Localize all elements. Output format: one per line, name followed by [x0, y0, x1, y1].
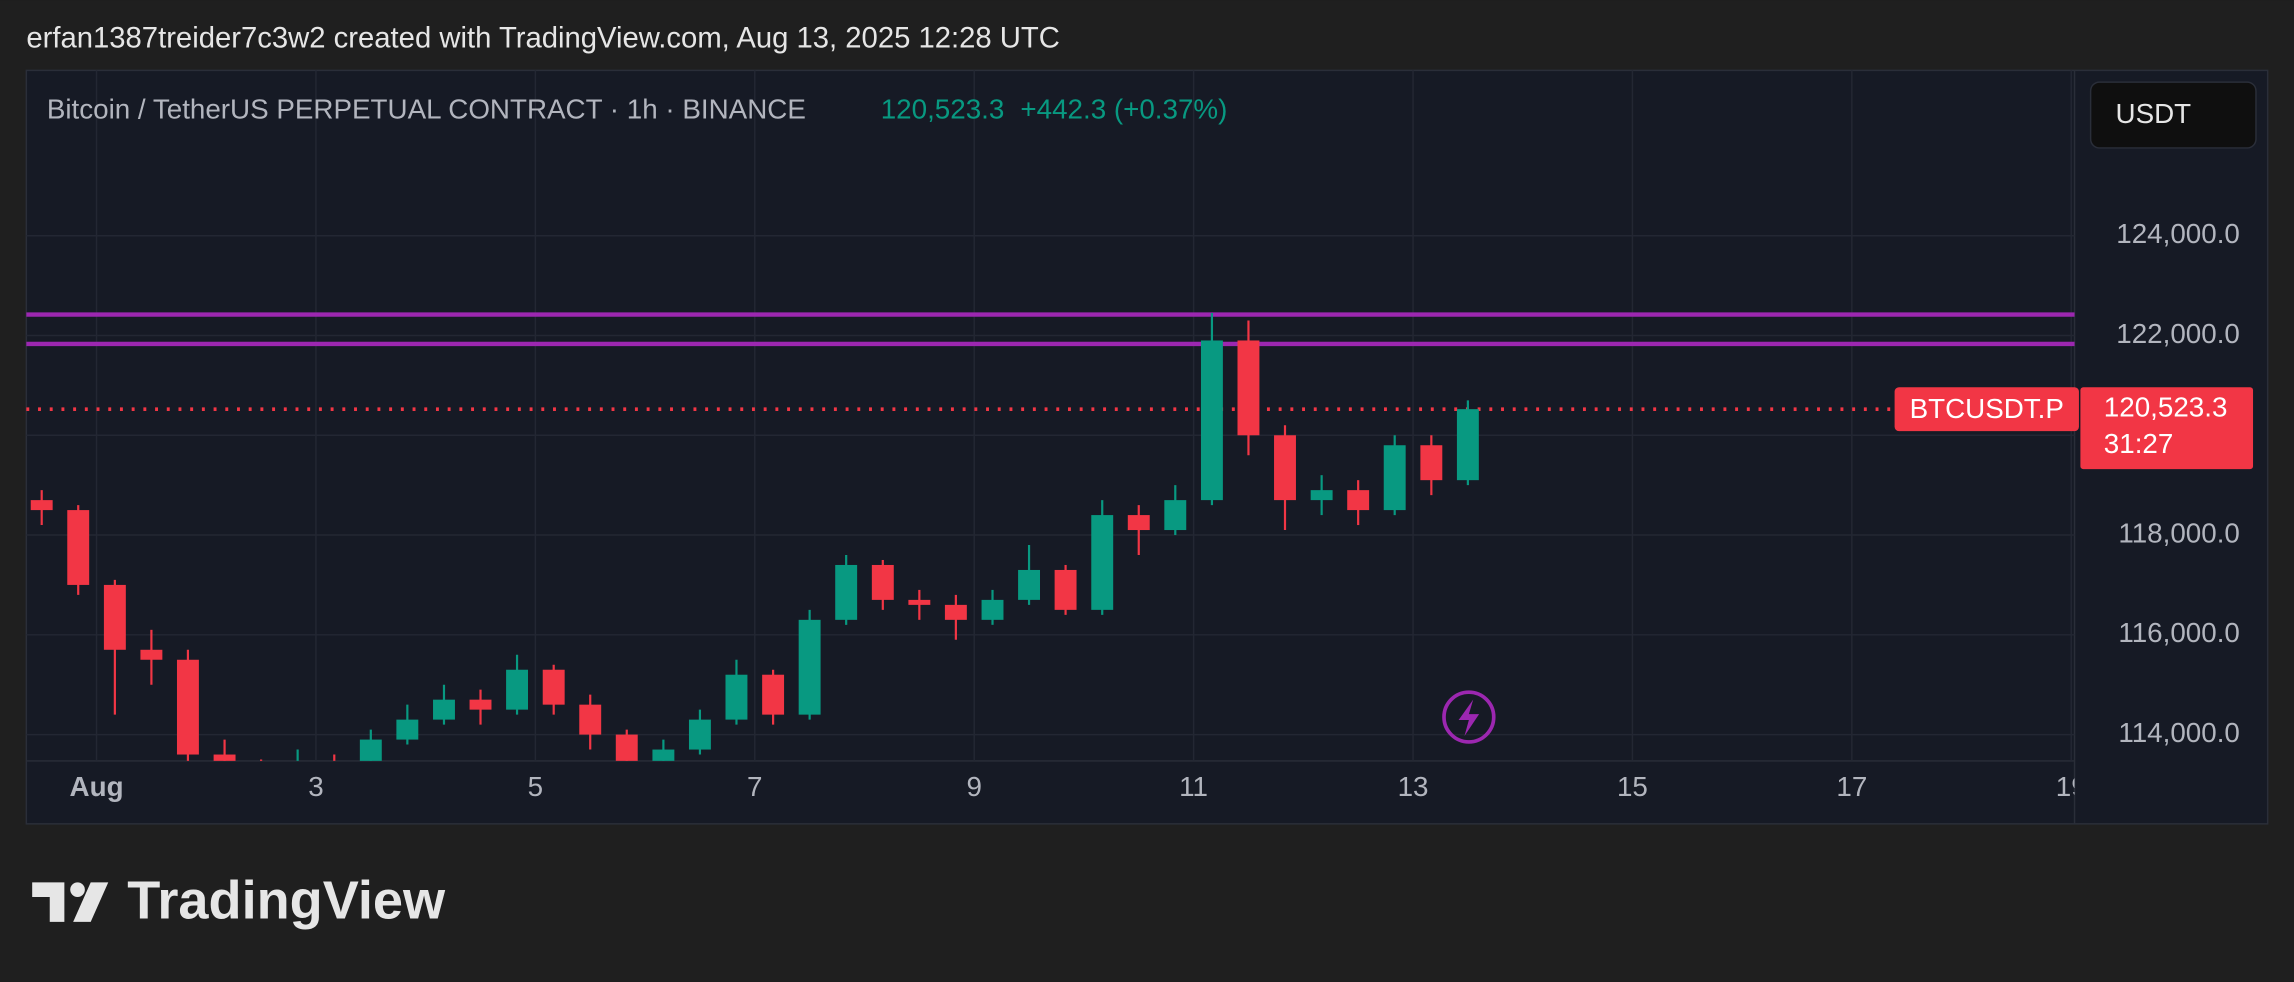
- symbol-tag-label: BTCUSDT.P: [1910, 393, 2064, 424]
- x-tick-label: 9: [966, 771, 981, 802]
- header-text: erfan1387treider7c3w2 created with Tradi…: [26, 22, 1060, 54]
- candle-body: [469, 699, 492, 710]
- x-tick-label: 13: [1398, 771, 1429, 802]
- candle-body: [359, 739, 382, 761]
- candle-body: [1164, 500, 1187, 531]
- candle-body: [103, 584, 126, 650]
- logo-mark: [32, 882, 65, 922]
- logo-slash: [73, 882, 109, 922]
- candle-body: [615, 734, 638, 761]
- candle-body: [1127, 515, 1150, 531]
- levels: [26, 312, 2075, 411]
- candle-body: [1237, 340, 1260, 436]
- y-tick-label: 124,000.0: [2116, 218, 2240, 249]
- symbol-tag: [1894, 387, 2079, 432]
- x-tick-label: 19: [2056, 771, 2087, 802]
- candle-body: [1091, 515, 1114, 610]
- candle-body: [1456, 409, 1479, 481]
- chart-pane: [25, 69, 2269, 825]
- candle-body: [433, 699, 455, 720]
- candles: [30, 313, 1479, 761]
- candle-body: [688, 719, 711, 750]
- candle-body: [1420, 445, 1443, 481]
- candle-body: [1200, 340, 1223, 501]
- candle-body: [30, 500, 53, 511]
- currency-button[interactable]: [2089, 81, 2257, 149]
- axes: 114,000.0116,000.0118,000.0120,000.0122,…: [70, 218, 2254, 802]
- candle-body: [1274, 435, 1296, 501]
- y-tick-label: 116,000.0: [2118, 617, 2240, 648]
- candle-body: [835, 564, 858, 620]
- logo-text: TradingView: [127, 871, 446, 931]
- candle-body: [725, 674, 748, 720]
- x-tick-label: 5: [528, 771, 543, 802]
- candle-body: [944, 604, 967, 620]
- y-tick-label: 122,000.0: [2116, 318, 2240, 349]
- candle-body: [213, 754, 236, 761]
- x-tick-label: 15: [1617, 771, 1648, 802]
- y-tick-label: 114,000.0: [2118, 717, 2240, 748]
- candle-body: [1018, 569, 1041, 600]
- x-tick-label: 3: [308, 771, 323, 802]
- logo-dot: [70, 882, 85, 897]
- candle-body: [579, 704, 602, 735]
- price-tag: [2080, 387, 2254, 470]
- currency-label[interactable]: USDT: [2116, 98, 2192, 129]
- x-tick-label: 17: [1836, 771, 1867, 802]
- candle-body: [1310, 490, 1333, 501]
- legend-price: 120,523.3: [881, 94, 1005, 125]
- x-tick-label: 7: [747, 771, 762, 802]
- candle-body: [652, 749, 675, 761]
- candle-body: [1383, 445, 1406, 511]
- footer-logo: TradingView: [32, 871, 446, 931]
- candle-body: [176, 659, 199, 755]
- x-tick-label: 11: [1179, 771, 1208, 802]
- candle-body: [908, 599, 931, 605]
- candle-body: [140, 649, 163, 660]
- flash-bolt: [1458, 699, 1480, 737]
- legend-change: +442.3 (+0.37%): [1020, 94, 1227, 125]
- candle-body: [871, 564, 894, 600]
- candle-body: [981, 599, 1004, 620]
- candle-body: [1347, 490, 1370, 511]
- legend-symbol: Bitcoin / TetherUS PERPETUAL CONTRACT · …: [47, 94, 806, 125]
- candle-body: [762, 674, 785, 715]
- candle-body: [1054, 569, 1077, 610]
- candle-body: [396, 719, 419, 740]
- flash-icon[interactable]: [1442, 690, 1496, 744]
- candle-body: [67, 510, 90, 585]
- grid: [26, 70, 2075, 761]
- y-tick-label: 118,000.0: [2118, 517, 2240, 548]
- candle-body: [506, 669, 529, 710]
- candle-body: [798, 619, 821, 715]
- countdown-label: 31:27: [2104, 428, 2174, 459]
- price-tag-label: 120,523.3: [2104, 391, 2228, 422]
- x-tick-label: Aug: [70, 771, 124, 802]
- candle-body: [542, 669, 565, 705]
